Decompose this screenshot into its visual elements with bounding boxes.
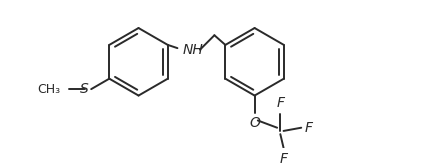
Text: F: F xyxy=(304,121,312,135)
Text: F: F xyxy=(276,96,284,110)
Text: CH₃: CH₃ xyxy=(37,83,61,96)
Text: F: F xyxy=(280,152,288,166)
Text: NH: NH xyxy=(182,43,203,57)
Text: O: O xyxy=(249,117,260,130)
Text: S: S xyxy=(80,82,89,96)
